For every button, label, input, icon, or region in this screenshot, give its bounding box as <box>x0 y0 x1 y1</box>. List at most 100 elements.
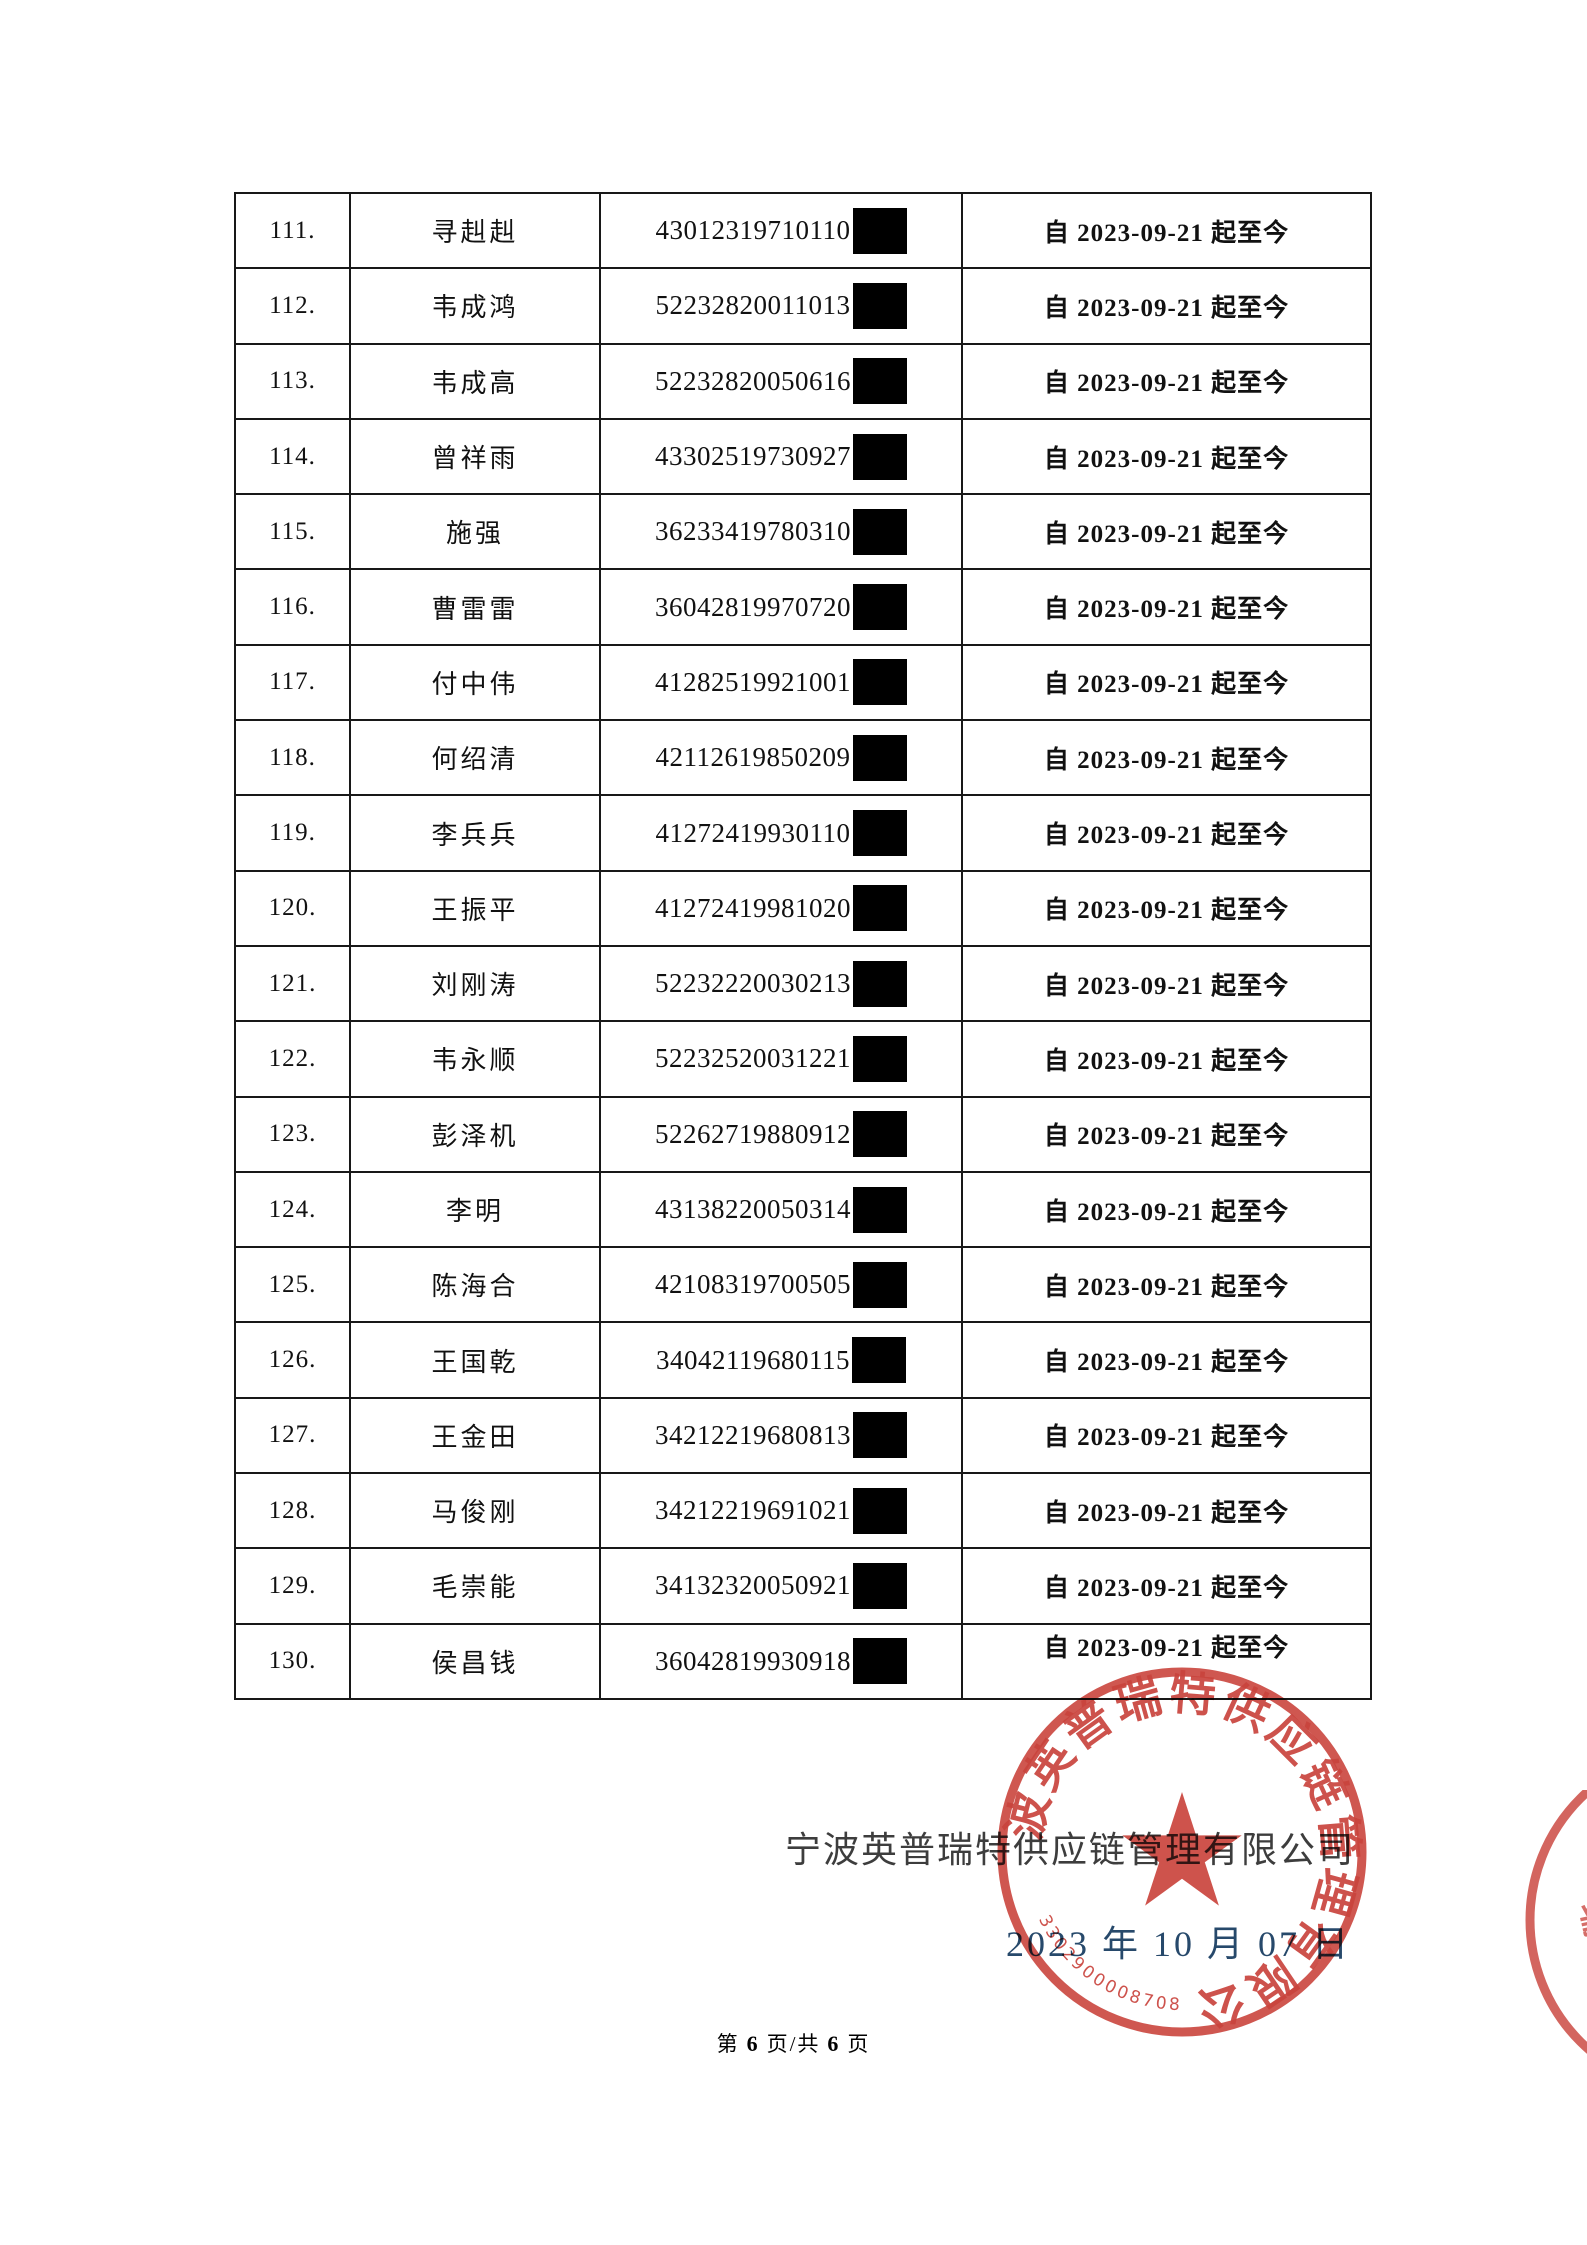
person-name-cell: 曹雷雷 <box>349 568 601 646</box>
table-row: 118. 何绍清 42112619850209 自 2023-09-21 起至今 <box>234 719 1372 797</box>
stamp-star-icon <box>1122 1792 1242 1906</box>
id-number-cell: 41272419981020 <box>599 869 963 947</box>
person-name-cell: 王国乾 <box>349 1321 601 1399</box>
person-name-cell: 王振平 <box>349 869 601 947</box>
footer-mid: 页/共 <box>766 2032 821 2056</box>
table-row: 128. 马俊刚 34212219691021 自 2023-09-21 起至今 <box>234 1472 1372 1550</box>
table-row: 112. 韦成鸿 52232820011013 自 2023-09-21 起至今 <box>234 267 1372 345</box>
table-row: 111. 寻赳赳 43012319710110 自 2023-09-21 起至今 <box>234 191 1372 270</box>
row-number-cell: 113. <box>234 342 351 420</box>
person-name-cell: 李明 <box>349 1170 601 1249</box>
id-number-cell: 52232520031221 <box>599 1020 963 1098</box>
footer-page-total: 6 <box>827 2031 841 2056</box>
redaction-box <box>853 1111 907 1158</box>
redaction-box <box>853 508 907 555</box>
row-number-cell: 126. <box>234 1321 351 1399</box>
id-number-cell: 52232820011013 <box>599 267 963 345</box>
roster-table-container: 111. 寻赳赳 43012319710110 自 2023-09-21 起至今… <box>234 191 1372 1700</box>
footer-prefix: 第 <box>716 2032 740 2056</box>
period-cell: 自 2023-09-21 起至今 <box>961 1095 1372 1173</box>
person-name-cell: 马俊刚 <box>349 1472 601 1550</box>
table-row: 114. 曾祥雨 43302519730927 自 2023-09-21 起至今 <box>234 417 1372 496</box>
company-signature: 宁波英普瑞特供应链管理有限公司 <box>784 1830 1355 1870</box>
period-cell: 自 2023-09-21 起至今 <box>961 1396 1372 1475</box>
person-name-cell: 李兵兵 <box>349 794 601 872</box>
row-number-cell: 128. <box>234 1472 351 1550</box>
page-footer: 第 6 页/共 6 页 <box>0 2028 1587 2058</box>
id-number-cell: 52232820050616 <box>599 342 963 420</box>
id-number-cell: 41272419930110 <box>599 794 963 872</box>
period-cell: 自 2023-09-21 起至今 <box>961 493 1372 571</box>
table-row: 125. 陈海合 42108319700505 自 2023-09-21 起至今 <box>234 1246 1372 1324</box>
id-number-cell: 36042819970720 <box>599 568 963 646</box>
period-cell: 自 2023-09-21 起至今 <box>961 1321 1372 1399</box>
period-cell: 自 2023-09-21 起至今 <box>961 1246 1372 1324</box>
period-cell: 自 2023-09-21 起至今 <box>961 417 1372 496</box>
period-cell: 自 2023-09-21 起至今 <box>961 643 1372 722</box>
person-name-cell: 彭泽机 <box>349 1095 601 1173</box>
row-number-cell: 127. <box>234 1396 351 1475</box>
row-number-cell: 130. <box>234 1622 351 1700</box>
table-row: 130. 侯昌钱 36042819930918 自 2023-09-21 起至今 <box>234 1622 1372 1700</box>
table-row: 126. 王国乾 34042119680115 自 2023-09-21 起至今 <box>234 1321 1372 1399</box>
redaction-box <box>853 584 907 631</box>
stamp-code: 3302900008708 <box>1034 1912 1180 2015</box>
redaction-box <box>853 659 907 706</box>
row-number-cell: 123. <box>234 1095 351 1173</box>
row-number-cell: 120. <box>234 869 351 947</box>
redaction-box <box>853 433 907 480</box>
period-cell: 自 2023-09-21 起至今 <box>961 342 1372 420</box>
id-number-cell: 34212219691021 <box>599 1472 963 1550</box>
row-number-cell: 125. <box>234 1246 351 1324</box>
row-number-cell: 117. <box>234 643 351 722</box>
id-number-cell: 41282519921001 <box>599 643 963 722</box>
roster-table-body: 111. 寻赳赳 43012319710110 自 2023-09-21 起至今… <box>234 191 1372 1700</box>
row-number-cell: 122. <box>234 1020 351 1098</box>
partial-stamp-icon: 瑞特供 <box>1525 1790 1587 2054</box>
period-cell: 自 2023-09-21 起至今 <box>961 869 1372 947</box>
redaction-box <box>853 1487 907 1534</box>
id-number-cell: 34212219680813 <box>599 1396 963 1475</box>
redaction-box <box>853 885 907 932</box>
row-number-cell: 129. <box>234 1547 351 1625</box>
redaction-box <box>853 1562 907 1609</box>
id-number-cell: 42108319700505 <box>599 1246 963 1324</box>
person-name-cell: 陈海合 <box>349 1246 601 1324</box>
redaction-box <box>853 1035 907 1082</box>
redaction-box <box>853 1261 907 1308</box>
id-number-cell: 43302519730927 <box>599 417 963 496</box>
person-name-cell: 侯昌钱 <box>349 1622 601 1700</box>
redaction-box <box>853 1412 907 1459</box>
person-name-cell: 韦成高 <box>349 342 601 420</box>
redaction-box <box>853 358 907 405</box>
roster-table: 111. 寻赳赳 43012319710110 自 2023-09-21 起至今… <box>234 191 1372 1700</box>
id-number-cell: 42112619850209 <box>599 719 963 797</box>
table-row: 129. 毛崇能 34132320050921 自 2023-09-21 起至今 <box>234 1547 1372 1625</box>
person-name-cell: 施强 <box>349 493 601 571</box>
row-number-cell: 124. <box>234 1170 351 1249</box>
id-number-cell: 34042119680115 <box>599 1321 963 1399</box>
id-number-cell: 36233419780310 <box>599 493 963 571</box>
table-row: 127. 王金田 34212219680813 自 2023-09-21 起至今 <box>234 1396 1372 1475</box>
company-stamp-icon: 宁波英普瑞特供应链管理有限公司 3302900008708 <box>990 1660 1367 2037</box>
table-row: 115. 施强 36233419780310 自 2023-09-21 起至今 <box>234 493 1372 571</box>
table-row: 124. 李明 43138220050314 自 2023-09-21 起至今 <box>234 1170 1372 1249</box>
table-row: 120. 王振平 41272419981020 自 2023-09-21 起至今 <box>234 869 1372 947</box>
footer-page-number: 6 <box>746 2031 760 2056</box>
redaction-box <box>853 960 907 1007</box>
redaction-box <box>852 282 907 329</box>
table-row: 119. 李兵兵 41272419930110 自 2023-09-21 起至今 <box>234 794 1372 872</box>
person-name-cell: 何绍清 <box>349 719 601 797</box>
table-row: 116. 曹雷雷 36042819970720 自 2023-09-21 起至今 <box>234 568 1372 646</box>
id-number-cell: 52232220030213 <box>599 944 963 1023</box>
redaction-box <box>853 1638 907 1685</box>
row-number-cell: 119. <box>234 794 351 872</box>
person-name-cell: 毛崇能 <box>349 1547 601 1625</box>
table-row: 113. 韦成高 52232820050616 自 2023-09-21 起至今 <box>234 342 1372 420</box>
row-number-cell: 115. <box>234 493 351 571</box>
person-name-cell: 韦成鸿 <box>349 267 601 345</box>
table-row: 123. 彭泽机 52262719880912 自 2023-09-21 起至今 <box>234 1095 1372 1173</box>
table-row: 121. 刘刚涛 52232220030213 自 2023-09-21 起至今 <box>234 944 1372 1023</box>
period-cell: 自 2023-09-21 起至今 <box>961 1472 1372 1550</box>
